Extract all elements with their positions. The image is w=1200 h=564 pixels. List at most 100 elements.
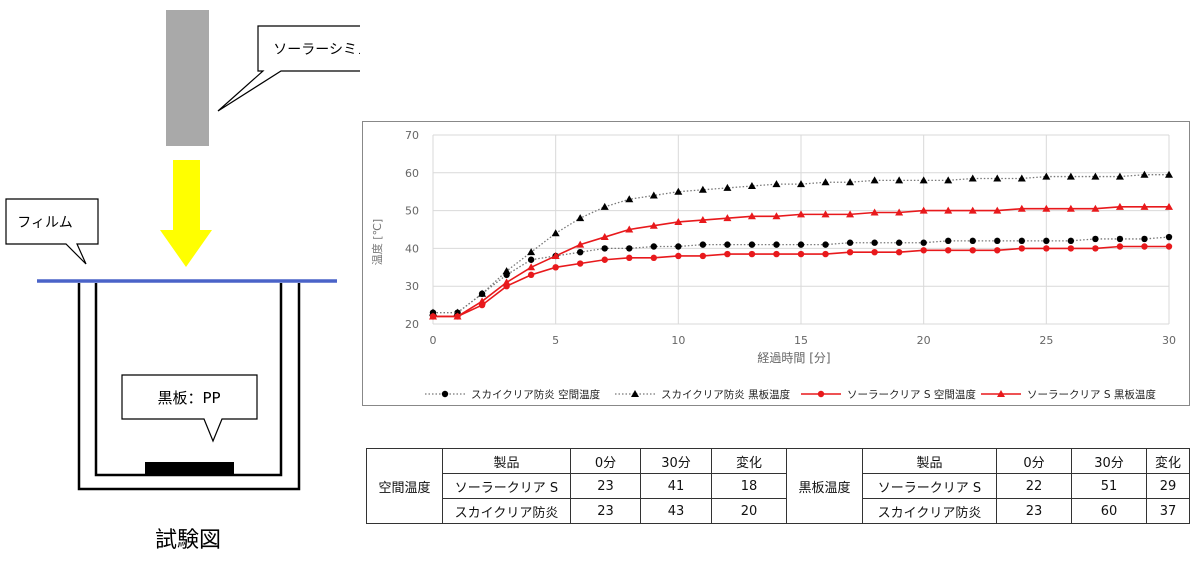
data-point bbox=[577, 260, 584, 267]
data-point bbox=[994, 237, 1001, 245]
data-point bbox=[527, 248, 536, 256]
outer-box bbox=[77, 283, 301, 491]
data-point bbox=[502, 278, 511, 286]
data-point bbox=[600, 233, 609, 241]
light-arrow bbox=[160, 160, 212, 267]
data-point bbox=[699, 241, 707, 248]
data-point bbox=[698, 185, 707, 193]
data-point bbox=[895, 208, 904, 216]
data-point bbox=[797, 241, 805, 248]
data-point bbox=[871, 239, 878, 246]
legend-marker bbox=[441, 390, 449, 398]
data-point bbox=[993, 174, 1002, 182]
y-axis-label: 温度 [℃] bbox=[370, 219, 384, 265]
data-point bbox=[871, 248, 878, 256]
data-point bbox=[821, 210, 830, 218]
table-cell: 43 bbox=[640, 498, 712, 524]
data-point bbox=[649, 221, 658, 229]
x-tick-label: 10 bbox=[671, 334, 685, 347]
data-point bbox=[478, 289, 487, 297]
data-point bbox=[747, 182, 756, 190]
data-point bbox=[797, 180, 805, 188]
data-point bbox=[626, 245, 633, 252]
data-point bbox=[969, 237, 976, 245]
header-change: 変化 bbox=[711, 448, 787, 474]
data-point bbox=[822, 250, 829, 258]
y-tick-label: 20 bbox=[405, 318, 419, 331]
legend-label: スカイクリア防炎 空間温度 bbox=[471, 388, 601, 401]
y-tick-label: 70 bbox=[405, 129, 419, 142]
data-point bbox=[895, 176, 904, 184]
right-group-cell: 黒板温度 bbox=[786, 448, 863, 524]
series-layer bbox=[429, 170, 1173, 320]
data-point bbox=[1116, 235, 1124, 243]
temperature-chart: 20 30 40 50 60 70 0 5 10 15 20 25 30 温度 [℃] 経過時間 [分… bbox=[370, 129, 1177, 401]
data-point bbox=[920, 247, 927, 254]
data-point bbox=[1018, 237, 1025, 245]
data-point bbox=[453, 308, 462, 316]
simulator-callout bbox=[217, 25, 360, 112]
header-0min: 0分 bbox=[570, 448, 641, 474]
film-label: フィルム bbox=[17, 215, 72, 231]
black-plate bbox=[145, 462, 234, 475]
data-point bbox=[576, 214, 585, 222]
data-point bbox=[1141, 235, 1148, 243]
data-point bbox=[821, 178, 830, 186]
data-point bbox=[895, 248, 903, 256]
header-product: 製品 bbox=[862, 448, 997, 474]
legend-label: ソーラークリア S 黒板温度 bbox=[1027, 388, 1156, 401]
data-point bbox=[724, 250, 731, 258]
data-point bbox=[551, 229, 560, 237]
panel-label: 黒板：PP bbox=[157, 389, 220, 407]
table-cell: 41 bbox=[640, 473, 712, 499]
data-point bbox=[1140, 170, 1149, 178]
data-point bbox=[944, 176, 953, 184]
table-row: スカイクリア防炎 23 43 20 スカイクリア防炎 23 60 37 bbox=[367, 498, 1190, 524]
data-point bbox=[846, 248, 854, 256]
chart-legend: スカイクリア防炎 空間温度 スカイクリア防炎 黒板温度 ソーラークリア S 空間温度… bbox=[425, 388, 1156, 401]
data-point bbox=[429, 308, 437, 316]
x-tick-label: 15 bbox=[794, 334, 808, 347]
data-point bbox=[822, 241, 829, 248]
data-point bbox=[1018, 245, 1025, 252]
left-group-cell: 空間温度 bbox=[366, 448, 443, 524]
x-tick-label: 30 bbox=[1162, 334, 1176, 347]
data-point bbox=[1140, 202, 1149, 210]
chart-frame: 20 30 40 50 60 70 0 5 10 15 20 25 30 温度 [℃] 経過時間 [分… bbox=[362, 121, 1190, 406]
data-point bbox=[968, 174, 977, 182]
data-point bbox=[1017, 204, 1026, 212]
data-point bbox=[1115, 172, 1124, 180]
data-point bbox=[772, 180, 781, 188]
data-point bbox=[675, 243, 682, 250]
data-point bbox=[453, 312, 462, 320]
header-30min: 30分 bbox=[1071, 448, 1147, 474]
data-point bbox=[1042, 204, 1051, 212]
data-point bbox=[945, 247, 952, 254]
data-point bbox=[601, 245, 608, 252]
data-point bbox=[601, 256, 608, 263]
y-tick-label: 50 bbox=[405, 205, 419, 218]
data-point bbox=[945, 237, 952, 245]
data-point bbox=[723, 214, 732, 222]
x-axis-ticks: 0 5 10 15 20 25 30 bbox=[430, 334, 1177, 347]
table-cell: 18 bbox=[711, 473, 787, 499]
x-tick-label: 0 bbox=[430, 334, 437, 347]
data-point bbox=[625, 225, 634, 233]
data-point bbox=[919, 176, 928, 184]
data-point bbox=[920, 239, 927, 246]
data-point bbox=[1092, 235, 1099, 243]
data-point bbox=[968, 206, 977, 214]
table-cell: 60 bbox=[1071, 498, 1147, 524]
x-tick-label: 5 bbox=[552, 334, 559, 347]
data-point bbox=[919, 206, 928, 214]
x-tick-label: 20 bbox=[917, 334, 931, 347]
test-diagram: ソーラーシミュレーター フィルム 黒板：PP 試験図 bbox=[5, 10, 360, 553]
legend-marker bbox=[817, 390, 825, 398]
data-point bbox=[1165, 233, 1173, 241]
diagram-caption: 試験図 bbox=[155, 528, 221, 553]
data-point bbox=[870, 176, 879, 184]
data-point bbox=[797, 210, 805, 218]
y-tick-label: 30 bbox=[405, 280, 419, 293]
data-point bbox=[846, 210, 855, 218]
data-point bbox=[650, 254, 657, 262]
